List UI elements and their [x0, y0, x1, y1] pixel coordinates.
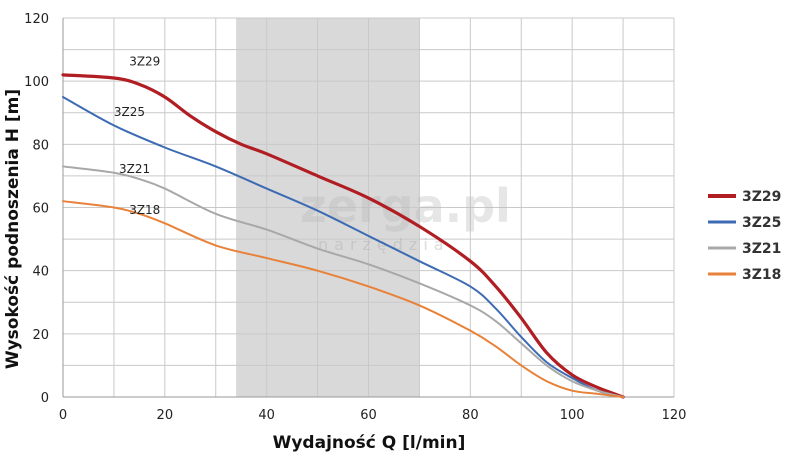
watermark: zerga.pl narzędzia: [300, 179, 511, 254]
y-tick-label: 60: [32, 202, 49, 217]
legend-label-3z25: 3Z25: [742, 215, 781, 231]
legend-label-3z18: 3Z18: [742, 267, 781, 283]
x-tick-label: 20: [157, 408, 174, 423]
x-tick-label: 120: [662, 408, 687, 423]
y-tick-label: 0: [41, 391, 49, 406]
series-line-3z21: [62, 165, 625, 398]
series-line-3z18: [62, 200, 625, 398]
curve-label-3z18: 3Z18: [129, 203, 160, 217]
x-tick-label: 100: [560, 408, 585, 423]
y-tick-label: 100: [24, 75, 49, 90]
x-tick-label: 0: [59, 408, 67, 423]
legend-label-3z21: 3Z21: [742, 241, 781, 257]
x-tick-label: 60: [360, 408, 377, 423]
y-tick-label: 80: [32, 138, 49, 153]
y-axis-title: Wysokość podnoszenia H [m]: [3, 89, 23, 369]
curve-label-3z25: 3Z25: [114, 105, 145, 119]
curve-label-3z29: 3Z29: [129, 54, 160, 68]
series-line-3z29: [61, 73, 625, 399]
x-tick-label: 80: [462, 408, 479, 423]
legend-label-3z29: 3Z29: [742, 189, 781, 205]
y-tick-label: 20: [32, 328, 49, 343]
series-line-3z25: [62, 95, 625, 398]
y-tick-label: 40: [32, 265, 49, 280]
curve-label-3z21: 3Z21: [119, 162, 150, 176]
x-tick-label: 40: [258, 408, 275, 423]
watermark-main: zerga.pl: [300, 179, 511, 233]
watermark-sub: narzędzia: [318, 235, 450, 254]
y-tick-label: 120: [24, 12, 49, 27]
x-axis-title: Wydajność Q [l/min]: [273, 433, 466, 453]
